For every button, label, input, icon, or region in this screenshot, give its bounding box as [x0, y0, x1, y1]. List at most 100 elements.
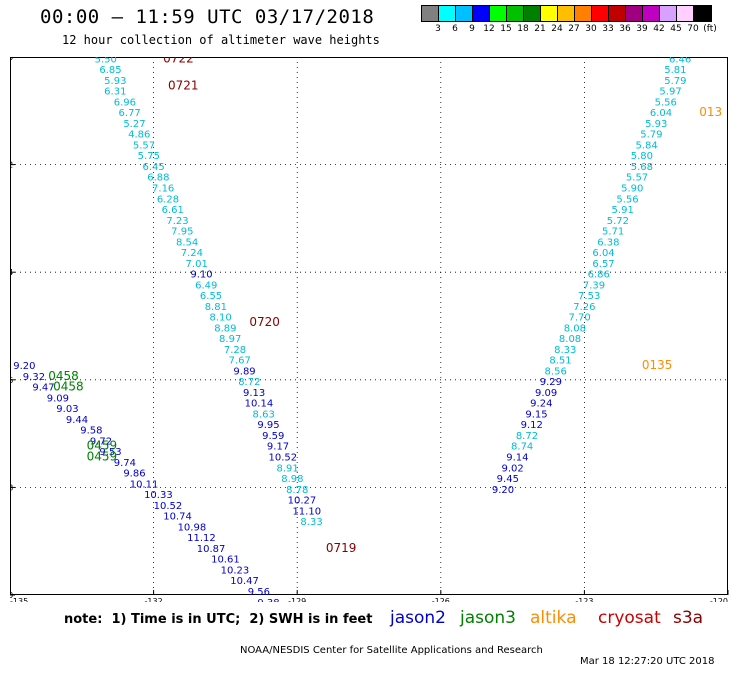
- legend-tick-label: 36: [619, 24, 631, 34]
- swh-value-s3a: 6.28: [157, 194, 179, 205]
- legend-tick-label: 24: [551, 24, 563, 34]
- swh-value-s3a: 6.45: [142, 162, 164, 173]
- swh-value-altika: 7.53: [578, 291, 600, 302]
- legend-cryosat: cryosat: [598, 608, 661, 628]
- legend-tick-label: 12: [483, 24, 495, 34]
- swh-value-altika: 9.45: [497, 474, 519, 485]
- legend-swatch: [660, 6, 677, 21]
- swh-value-jason: 9.20: [13, 361, 35, 372]
- legend-tick-label: 70: [687, 24, 699, 34]
- swh-value-jason: 9.53: [99, 447, 121, 458]
- legend-swatch: [609, 6, 626, 21]
- swh-value-altika: 6.86: [588, 270, 610, 281]
- map-frame: [10, 57, 728, 595]
- legend-swatch: [575, 6, 592, 21]
- swh-value-s3a: 7.23: [166, 216, 188, 227]
- swh-value-jason: 10.98: [178, 522, 207, 533]
- swh-value-s3a: 4.86: [128, 130, 150, 141]
- swh-value-s3a: 8.63: [253, 409, 275, 420]
- legend-altika: altika: [530, 608, 577, 628]
- swh-value-jason: 9.38: [257, 598, 279, 602]
- swh-value-s3a: 8.10: [209, 313, 231, 324]
- swh-value-s3a: 10.14: [245, 399, 274, 410]
- legend-tick-label: 33: [602, 24, 614, 34]
- swh-value-s3a: 7.24: [181, 248, 203, 259]
- swh-value-altika: 5.56: [655, 97, 677, 108]
- swh-value-s3a: 9.89: [233, 366, 255, 377]
- swh-value-s3a: 8.33: [300, 517, 322, 528]
- swh-value-jason: 11.12: [187, 533, 216, 544]
- color-legend: 3 6 9 12 15 18 21 24 27 30 33 36 39 42 45 70 (ft): [421, 5, 717, 36]
- swh-value-s3a: 7.01: [186, 259, 208, 270]
- swh-value-altika: 5.72: [607, 216, 629, 227]
- swh-value-s3a: 5.75: [138, 151, 160, 162]
- swh-value-altika: 8.08: [559, 334, 581, 345]
- legend-swatch: [490, 6, 507, 21]
- swh-value-s3a: 7.16: [152, 184, 174, 195]
- swh-value-altika: 5.84: [635, 140, 657, 151]
- swh-value-altika: 6.04: [650, 108, 672, 119]
- legend-jason3: jason3: [460, 608, 516, 628]
- swh-value-s3a: 6.55: [200, 291, 222, 302]
- swh-value-s3a: 8.81: [205, 302, 227, 313]
- swh-value-altika: 7.70: [568, 313, 590, 324]
- swh-value-jason: 10.87: [197, 544, 226, 555]
- altimeter-map-page: 00:00 – 11:59 UTC 03/17/2018 12 hour col…: [10, 5, 729, 667]
- swh-value-altika: 9.20: [492, 485, 514, 496]
- pass-time-label: 013: [699, 105, 722, 119]
- legend-jason2: jason2: [390, 608, 446, 628]
- pass-time-label: 0722: [163, 57, 194, 65]
- swh-value-altika: 8.56: [545, 366, 567, 377]
- swh-value-s3a: 9.17: [267, 442, 289, 453]
- map-title: 00:00 – 11:59 UTC 03/17/2018: [40, 6, 375, 28]
- swh-value-jason: 10.33: [144, 490, 173, 501]
- swh-value-s3a: 8.98: [281, 474, 303, 485]
- swh-value-s3a: 7.28: [224, 345, 246, 356]
- swh-value-jason: 9.32: [23, 372, 45, 383]
- swh-value-jason: 10.23: [221, 565, 250, 576]
- legend-tick-label: 6: [452, 24, 458, 34]
- swh-value-s3a: 9.10: [190, 270, 212, 281]
- swh-value-jason: 9.58: [80, 426, 102, 437]
- swh-value-jason: 10.61: [211, 555, 240, 566]
- swh-value-altika: 8.33: [554, 345, 576, 356]
- pass-time-label: 0135: [642, 358, 673, 372]
- legend-swatch: [592, 6, 609, 21]
- swh-value-altika: 9.29: [540, 377, 562, 388]
- pass-time-label: 0721: [168, 78, 199, 92]
- legend-swatch: [677, 6, 694, 21]
- swh-value-altika: 9.14: [506, 453, 528, 464]
- swh-value-jason: 9.56: [248, 587, 270, 598]
- credit-timestamp: Mar 18 12:27:20 UTC 2018: [580, 656, 715, 667]
- pass-time-label: 0458: [48, 369, 79, 383]
- legend-tick-label: 21: [534, 24, 546, 34]
- pass-time-label: 0720: [249, 315, 280, 329]
- legend-swatch: [643, 6, 660, 21]
- swh-value-s3a: 6.61: [162, 205, 184, 216]
- swh-value-altika: 6.46: [669, 57, 691, 65]
- legend-swatch: [541, 6, 558, 21]
- swh-value-altika: 5.68: [631, 162, 653, 173]
- swh-value-altika: 8.08: [564, 323, 586, 334]
- lat-tick-label: 40: [10, 57, 13, 62]
- swh-value-s3a: 9.13: [243, 388, 265, 399]
- lon-tick-label: -120: [710, 597, 728, 602]
- legend-tick-label: 15: [500, 24, 512, 34]
- swh-value-s3a: 9.95: [257, 420, 279, 431]
- credit-line: NOAA/NESDIS Center for Satellite Applica…: [0, 634, 740, 678]
- swh-value-altika: 5.97: [659, 87, 681, 98]
- swh-value-s3a: 11.10: [292, 506, 321, 517]
- lon-tick-label: -123: [575, 597, 593, 602]
- swh-value-s3a: 8.89: [214, 323, 236, 334]
- swh-value-altika: 8.72: [516, 431, 538, 442]
- swh-value-s3a: 10.52: [269, 453, 298, 464]
- legend-labels: 3 6 9 12 15 18 21 24 27 30 33 36 39 42 45 70 (ft): [421, 22, 717, 36]
- lon-tick-label: -135: [10, 597, 28, 602]
- swh-value-altika: 5.90: [621, 184, 643, 195]
- swh-value-altika: 9.12: [521, 420, 543, 431]
- pass-time-label: 0458: [53, 380, 84, 394]
- pass-time-label: 0459: [87, 450, 118, 464]
- swh-value-altika: 9.02: [501, 463, 523, 474]
- swh-value-altika: 6.57: [592, 259, 614, 270]
- swh-value-altika: 7.39: [583, 280, 605, 291]
